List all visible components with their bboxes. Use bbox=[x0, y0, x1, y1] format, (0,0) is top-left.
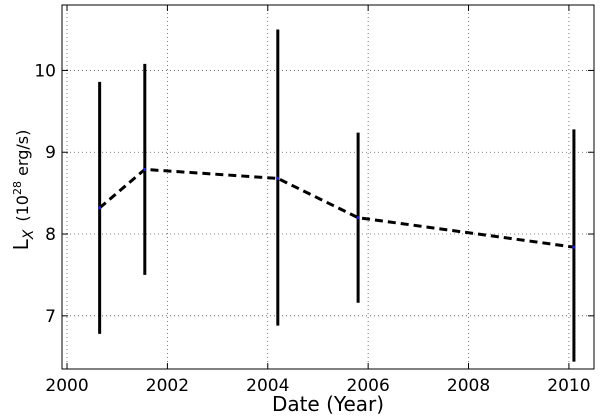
y-tick-label: 10 bbox=[34, 61, 56, 81]
y-axis-label-sub: X bbox=[21, 229, 37, 240]
x-tick-label: 2008 bbox=[447, 376, 490, 396]
x-tick-label: 2000 bbox=[45, 376, 88, 396]
data-point bbox=[276, 176, 280, 181]
y-axis-label-main: L bbox=[9, 238, 33, 250]
x-tick-label: 2002 bbox=[146, 376, 189, 396]
error-bars bbox=[98, 29, 576, 362]
y-axis-label-unit-suffix: erg/s) bbox=[13, 130, 32, 181]
series-line bbox=[98, 167, 575, 249]
y-axis-label: LX (1028 erg/s) bbox=[9, 130, 37, 251]
x-tick-labels: 2000 2002 2004 2006 2008 2010 bbox=[45, 376, 590, 396]
x-axis-label: Date (Year) bbox=[272, 392, 384, 416]
plot-frame bbox=[61, 4, 595, 370]
y-tick-labels: 7 8 9 10 bbox=[34, 61, 56, 326]
y-tick-label: 9 bbox=[45, 143, 56, 163]
data-point bbox=[143, 167, 147, 172]
y-tick-label: 7 bbox=[45, 307, 56, 327]
data-point bbox=[356, 216, 360, 220]
x-tick-label: 2010 bbox=[547, 376, 590, 396]
grid bbox=[62, 5, 594, 369]
x-tick-label: 2006 bbox=[347, 376, 390, 396]
x-tick-label: 2004 bbox=[246, 376, 289, 396]
axis-ticks bbox=[62, 5, 594, 369]
series-line-layer bbox=[98, 167, 575, 249]
y-axis-label-unit-prefix: (10 bbox=[13, 195, 32, 222]
data-point bbox=[98, 206, 102, 210]
y-axis-label-unit-exp: 28 bbox=[11, 181, 24, 195]
data-point bbox=[572, 245, 576, 249]
y-tick-label: 8 bbox=[45, 225, 56, 245]
data-markers bbox=[98, 167, 576, 249]
